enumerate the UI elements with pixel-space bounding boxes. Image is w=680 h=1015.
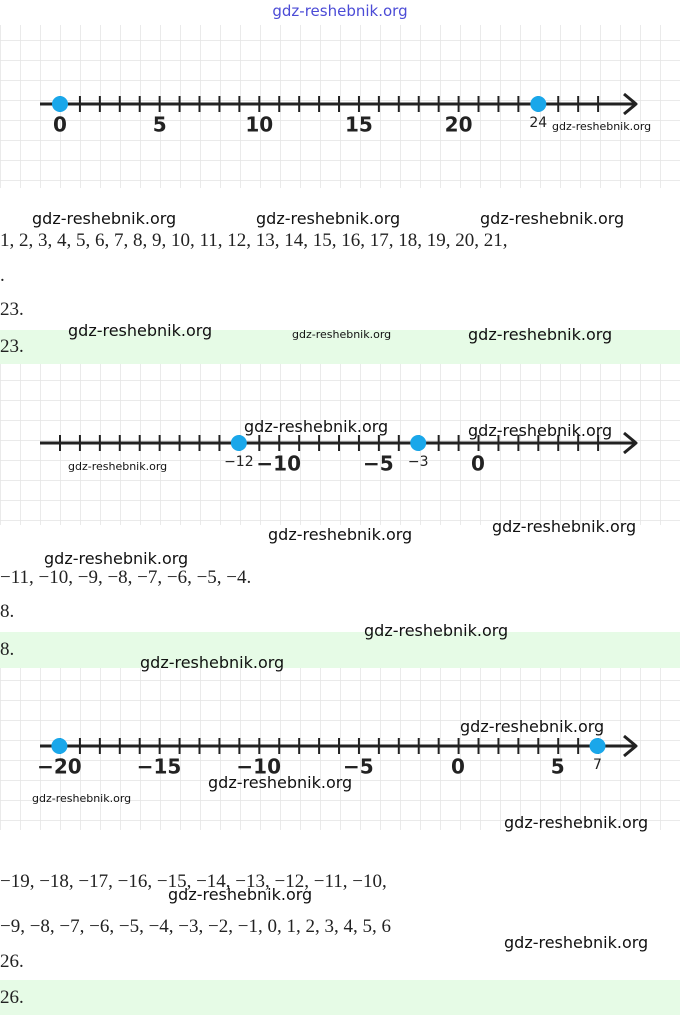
answer-number: 26. (0, 951, 24, 972)
watermark: gdz-reshebnik.org (492, 517, 637, 536)
watermark: gdz-reshebnik.org (32, 209, 177, 228)
marked-point (52, 96, 68, 112)
tick-label: −12 (224, 454, 254, 470)
answer-line: −11, −10, −9, −8, −7, −6, −5, −4. (0, 567, 252, 588)
watermark: gdz-reshebnik.org (44, 549, 189, 568)
highlight-text: 23. (0, 336, 24, 357)
highlight-text: 8. (0, 639, 15, 660)
answer-number: 8. (0, 601, 15, 622)
axis-arrow (623, 92, 638, 116)
tick-label: 0 (451, 755, 465, 779)
highlight-band: 26. (0, 980, 680, 1015)
answer-line: 1, 2, 3, 4, 5, 6, 7, 8, 9, 10, 11, 12, 1… (0, 230, 508, 251)
watermark: gdz-reshebnik.org (468, 325, 613, 344)
highlight-band: 23. (0, 330, 680, 364)
marked-point (51, 738, 68, 754)
watermark: gdz-reshebnik.org (292, 328, 392, 341)
axis-arrow (623, 734, 638, 758)
watermark: gdz-reshebnik.org (504, 933, 649, 952)
watermark: gdz-reshebnik.org (552, 120, 652, 133)
marked-point (589, 738, 606, 754)
watermark: gdz-reshebnik.org (168, 885, 313, 904)
answer-number: 23. (0, 299, 24, 320)
marked-point (410, 435, 427, 451)
tick-label: 20 (445, 113, 473, 137)
watermark: gdz-reshebnik.org (32, 792, 132, 805)
tick-label: 0 (53, 113, 67, 137)
answer-line: −19, −18, −17, −16, −15, −14, −13, −12, … (0, 871, 387, 892)
tick-label: 5 (153, 113, 167, 137)
tick-label: 24 (529, 115, 547, 131)
marked-point (230, 435, 247, 451)
highlight-text: 26. (0, 986, 24, 1008)
watermark: gdz-reshebnik.org (480, 209, 625, 228)
site-header: gdz-reshebnik.org (272, 2, 408, 20)
watermark: gdz-reshebnik.org (460, 717, 605, 736)
tick-label: 5 (551, 755, 565, 779)
tick-label: −10 (256, 452, 301, 476)
tick-label: −10 (236, 755, 281, 779)
watermark: gdz-reshebnik.org (208, 773, 353, 792)
tick-label: 7 (593, 757, 602, 773)
marked-point (530, 96, 547, 112)
tick-label: −5 (343, 755, 374, 779)
watermark: gdz-reshebnik.org (244, 417, 389, 436)
answer-line: . (0, 265, 5, 286)
watermark: gdz-reshebnik.org (140, 653, 285, 672)
tick-label: 15 (345, 113, 373, 137)
tick-label: −5 (363, 452, 394, 476)
answer-line: −9, −8, −7, −6, −5, −4, −3, −2, −1, 0, 1… (0, 916, 391, 937)
watermark: gdz-reshebnik.org (468, 421, 613, 440)
watermark: gdz-reshebnik.org (504, 813, 649, 832)
highlight-band: 8. (0, 632, 680, 668)
tick-label: −3 (408, 454, 429, 470)
axis-arrow (623, 431, 638, 455)
watermark: gdz-reshebnik.org (268, 525, 413, 544)
tick-label: 10 (245, 113, 273, 137)
tick-label: −20 (37, 755, 82, 779)
watermark: gdz-reshebnik.org (68, 460, 168, 473)
watermark: gdz-reshebnik.org (364, 621, 509, 640)
watermark: gdz-reshebnik.org (68, 321, 213, 340)
tick-label: 0 (471, 452, 485, 476)
tick-label: −15 (137, 755, 182, 779)
watermark: gdz-reshebnik.org (256, 209, 401, 228)
